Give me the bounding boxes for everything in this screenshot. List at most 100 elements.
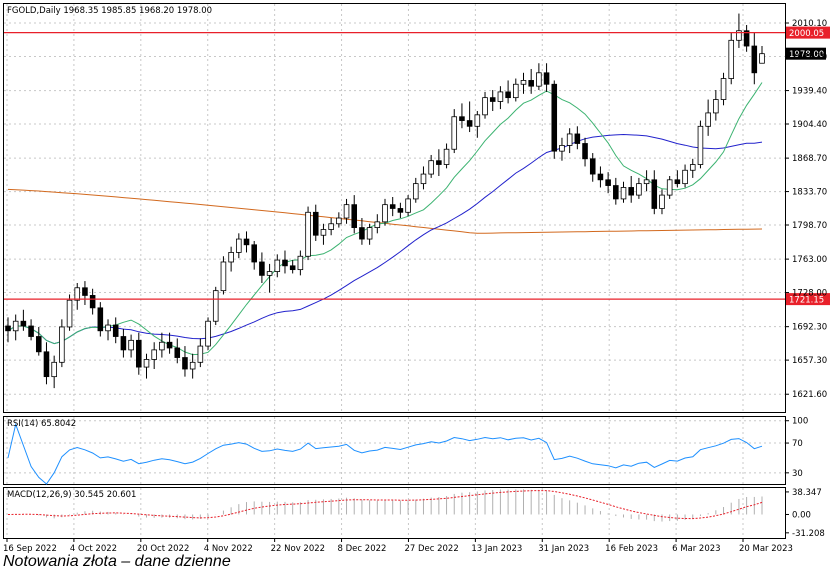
candle-body [97,307,104,332]
candle-body [736,30,742,41]
candle-body [528,80,534,87]
candle-body [274,259,281,272]
candle [428,154,434,178]
candle-body [605,179,611,186]
candle-body [513,83,519,99]
candle-body [482,97,488,116]
candle-body [474,114,481,127]
candle-body [659,194,665,209]
candle [689,158,696,178]
time-tick-label: 6 Mar 2023 [672,544,720,554]
candle [666,175,673,199]
candle-body [59,326,65,363]
candle-body [697,125,704,165]
candle [551,80,558,159]
candlesticks [5,13,765,389]
candle [497,86,504,110]
current-price-tag [786,47,826,60]
rsi-line [7,422,763,485]
candle-body [651,179,658,209]
candle-body [682,169,688,185]
candle [351,195,358,234]
candle-body [366,227,373,240]
time-tick-label: 27 Dec 2022 [404,544,458,554]
candle-body [120,336,127,351]
candle [328,218,334,236]
candle-body [328,223,334,230]
candle [628,175,634,203]
macd-indicator: -31.208 0.00 38.347 [7,488,825,539]
price-panel [3,3,786,413]
candle [366,223,373,245]
candle-body [312,211,319,236]
candle [605,172,611,194]
candle-body [105,324,111,332]
candle [482,91,488,119]
time-tick-label: 4 Oct 2022 [70,544,117,554]
candle-body [443,148,450,165]
candle [520,72,527,94]
candle [674,170,681,188]
candle-body [359,227,365,240]
price-axis: 1621.60 1657.30 1692.30 1728.00 1763.00 1798.… [785,19,827,400]
candle-body [559,145,565,152]
candle [59,319,65,368]
candle [743,25,750,52]
price-level-label: 1721.15 [789,296,824,306]
candle-body [420,173,427,185]
candle-body [405,198,411,213]
candle [220,256,227,295]
candle [20,309,27,331]
candle-body [343,204,350,219]
candle [613,177,619,205]
candle-body [397,208,404,213]
candle-body [43,351,50,378]
candle [212,286,219,326]
candle [459,103,465,129]
candle [143,353,150,379]
candle [43,342,50,385]
candle [259,252,265,284]
candle [505,80,511,104]
candle-body [543,72,550,85]
candle-body [143,359,150,368]
rsi-tick-label: 30 [792,469,803,479]
candle-body [136,339,142,368]
price-tick-label: 1763.00 [792,255,827,265]
candle [12,314,19,341]
time-tick-label: 13 Jan 2023 [471,544,522,554]
candle [405,195,411,217]
candle-body [743,30,750,47]
candle-body [236,238,242,253]
chart-title: FGOLD,Daily 1968.35 1985.85 1968.20 1978… [7,6,212,16]
price-tick-label: 1657.30 [792,356,827,366]
candle [474,111,481,138]
candle-body [259,261,265,276]
candle-body [151,349,157,360]
candle [136,332,142,375]
candle-body [5,325,11,332]
candle [189,353,196,379]
candle [720,72,727,106]
candle-body [497,91,504,102]
candle [443,143,450,169]
candle-body [51,361,57,378]
candle-body [12,320,19,332]
candle [297,250,304,276]
candle [513,78,519,102]
candle-body [505,91,511,99]
price-tick-label: 1621.60 [792,390,827,400]
candle-body [597,173,604,181]
candle [736,13,742,48]
macd-tick-label: 0.00 [792,510,811,520]
caption: Notowania złota – dane dzienne [3,553,231,570]
candle [236,233,242,259]
ma-mid-line [7,133,763,345]
candle [682,164,688,188]
candle [66,294,73,331]
candle [489,89,496,112]
candle-body [289,265,296,271]
time-tick-label: 31 Jan 2023 [538,544,589,554]
candle [374,214,381,234]
candle [266,263,273,293]
